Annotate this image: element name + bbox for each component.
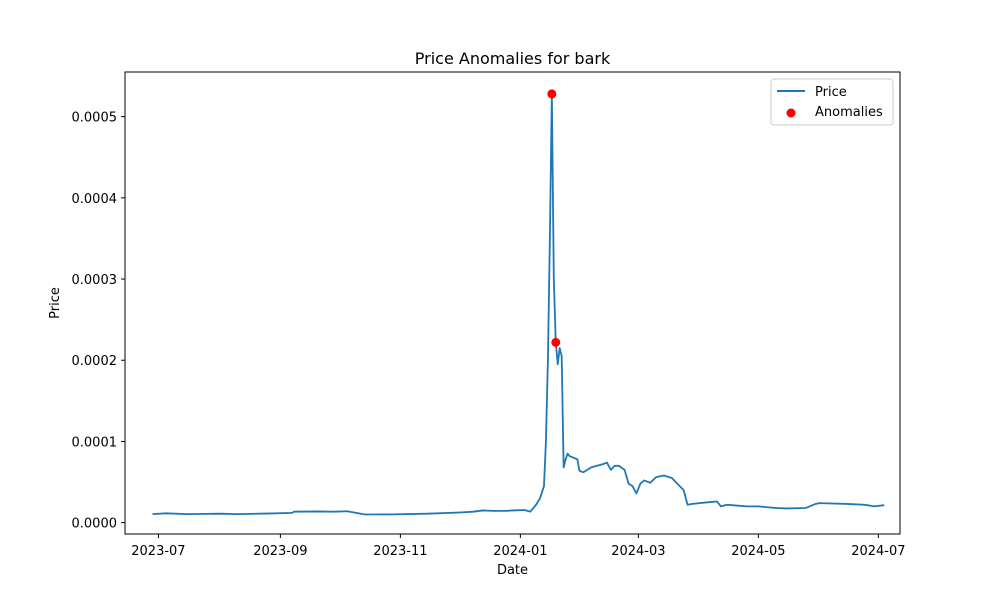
price-series-line (152, 93, 885, 516)
legend: Price Anomalies (770, 78, 894, 126)
y-tick-label-1: 0.0001 (72, 435, 118, 450)
chart-title: Price Anomalies for bark (415, 49, 611, 68)
x-tick-label-3: 2024-01 (493, 544, 547, 559)
x-tick-label-6: 2024-07 (851, 544, 905, 559)
legend-anomalies-label: Anomalies (815, 105, 883, 120)
plot-area (152, 89, 885, 516)
y-tick-label-4: 0.0004 (72, 192, 118, 207)
plot-frame (124, 71, 901, 535)
y-axis-label: Price (48, 287, 63, 319)
x-tick-label-4: 2024-03 (611, 544, 665, 559)
legend-price-label: Price (815, 85, 847, 100)
x-tick-label-0: 2023-07 (131, 544, 185, 559)
x-tick-label-1: 2023-09 (253, 544, 307, 559)
x-tick-label-5: 2024-05 (731, 544, 785, 559)
x-tick-label-2: 2023-11 (373, 544, 427, 559)
y-tick-label-5: 0.0005 (72, 111, 118, 126)
y-tick-label-3: 0.0003 (72, 273, 118, 288)
legend-anomalies-swatch (786, 108, 796, 118)
x-axis-label: Date (497, 563, 528, 578)
y-tick-label-2: 0.0002 (72, 354, 118, 369)
axes: 2023-07 2023-09 2023-11 2024-01 2024-03 2024-… (72, 111, 906, 559)
anomaly-point-1 (551, 337, 561, 347)
y-tick-label-0: 0.0000 (72, 517, 118, 532)
anomaly-point-0 (547, 89, 557, 99)
